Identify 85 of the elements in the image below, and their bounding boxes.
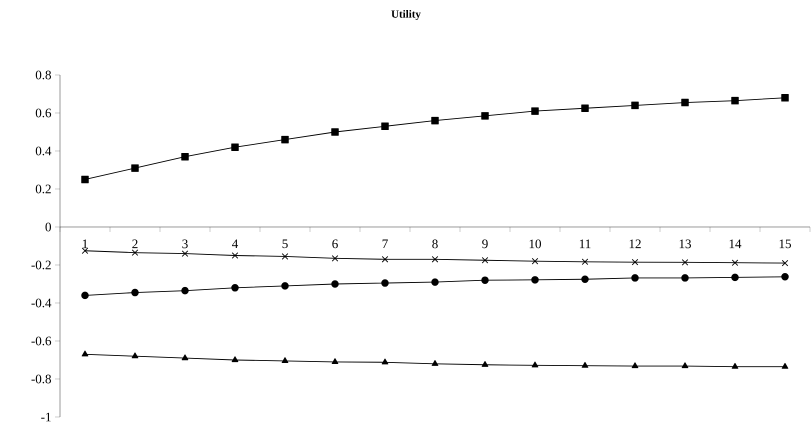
point — [432, 256, 438, 263]
point — [282, 357, 288, 364]
point — [232, 252, 238, 259]
y-tick-label: 0.8 — [36, 70, 51, 80]
point — [732, 362, 738, 369]
point — [181, 152, 189, 160]
point — [331, 280, 339, 288]
point — [182, 250, 188, 257]
point — [132, 352, 138, 358]
point — [682, 259, 688, 266]
point — [332, 358, 338, 364]
point — [432, 360, 438, 366]
x-tick-label: 5 — [282, 240, 288, 248]
point — [632, 362, 638, 368]
y-tick-label: -0.6 — [31, 336, 52, 346]
y-tick-label: 0.4 — [36, 146, 52, 156]
point — [482, 256, 488, 264]
x-tick-label: 9 — [482, 240, 488, 248]
x-tick-label: 4 — [232, 240, 238, 248]
point — [181, 286, 189, 294]
point — [81, 292, 89, 300]
point — [532, 258, 538, 264]
x-tick-label: 6 — [332, 240, 338, 248]
point — [382, 256, 388, 263]
y-tick-label: -0.2 — [31, 260, 51, 270]
point — [731, 96, 739, 104]
point — [482, 361, 488, 367]
y-tick-label: 0 — [46, 222, 51, 232]
point — [631, 102, 639, 110]
point — [582, 362, 588, 368]
point — [182, 354, 188, 360]
point — [281, 282, 289, 290]
point — [281, 136, 289, 144]
point — [681, 98, 689, 106]
point — [131, 288, 139, 296]
point — [581, 104, 589, 112]
point — [782, 260, 788, 266]
point — [481, 112, 489, 120]
point — [82, 350, 88, 356]
y-tick-label: 0.2 — [36, 184, 51, 194]
x-tick-label: 7 — [382, 240, 388, 248]
point — [381, 122, 389, 130]
point — [731, 274, 739, 282]
x-tick-label: 2 — [132, 240, 138, 248]
y-tick-label: 0.6 — [36, 108, 52, 118]
x-tick-label: 13 — [680, 240, 691, 248]
point — [732, 259, 738, 266]
x-tick-label: 11 — [580, 240, 590, 248]
point — [581, 276, 589, 283]
point — [231, 143, 239, 151]
point — [681, 274, 689, 282]
point — [431, 278, 439, 286]
point — [331, 128, 339, 136]
point — [781, 94, 789, 102]
point — [631, 274, 639, 282]
point — [531, 107, 539, 115]
chart-title: Utility — [391, 10, 421, 20]
point — [682, 362, 688, 368]
x-tick-label: 12 — [630, 240, 641, 248]
point — [632, 258, 638, 266]
point — [431, 116, 439, 124]
x-tick-label: 14 — [730, 240, 742, 248]
point — [132, 249, 138, 256]
point — [332, 255, 338, 262]
y-tick-label: -1 — [41, 412, 51, 422]
point — [81, 176, 89, 184]
x-tick-label: 8 — [432, 240, 438, 248]
x-tick-label: 1 — [82, 240, 88, 248]
y-tick-label: -0.4 — [31, 298, 52, 308]
x-tick-label: 15 — [780, 240, 791, 248]
point — [532, 362, 538, 368]
point — [582, 258, 588, 266]
y-tick-label: -0.8 — [31, 374, 51, 384]
point — [481, 276, 489, 284]
point — [381, 279, 389, 287]
point — [131, 164, 139, 172]
x-tick-label: 10 — [530, 240, 541, 248]
point — [531, 276, 539, 284]
point — [781, 273, 789, 281]
point — [782, 362, 788, 369]
point — [382, 358, 388, 364]
x-tick-label: 3 — [182, 240, 188, 248]
point — [282, 253, 288, 260]
point — [232, 356, 238, 362]
point — [231, 284, 239, 292]
